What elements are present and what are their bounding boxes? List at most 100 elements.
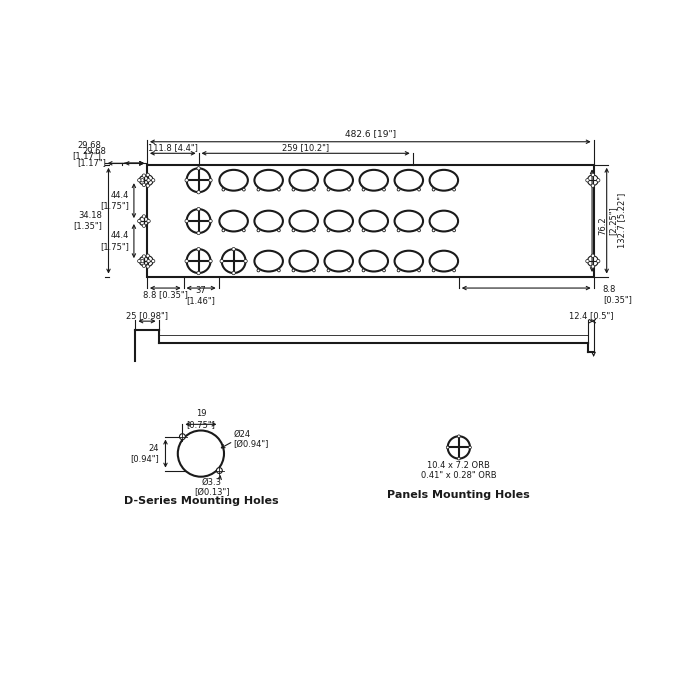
Ellipse shape <box>395 211 423 232</box>
Circle shape <box>147 260 150 262</box>
Circle shape <box>216 468 223 473</box>
Circle shape <box>151 260 155 262</box>
Circle shape <box>458 435 460 438</box>
Text: 37
[1.46"]: 37 [1.46"] <box>187 286 216 305</box>
Circle shape <box>448 436 470 459</box>
Circle shape <box>232 272 235 274</box>
Circle shape <box>277 188 280 191</box>
Circle shape <box>142 255 146 258</box>
Circle shape <box>146 173 150 176</box>
Ellipse shape <box>360 211 388 232</box>
Circle shape <box>187 209 211 233</box>
Circle shape <box>596 260 600 262</box>
Ellipse shape <box>430 211 458 232</box>
Circle shape <box>209 219 212 223</box>
Ellipse shape <box>254 251 283 272</box>
Circle shape <box>397 188 400 191</box>
Circle shape <box>397 229 400 232</box>
Circle shape <box>142 174 146 177</box>
Circle shape <box>142 175 153 186</box>
Circle shape <box>591 254 594 258</box>
Ellipse shape <box>219 211 248 232</box>
Circle shape <box>139 216 148 225</box>
Text: 25 [0.98"]: 25 [0.98"] <box>126 312 168 321</box>
Text: 259 [10.2"]: 259 [10.2"] <box>282 144 329 153</box>
Ellipse shape <box>430 251 458 272</box>
Ellipse shape <box>290 251 318 272</box>
Circle shape <box>141 260 144 262</box>
Circle shape <box>197 190 200 194</box>
Circle shape <box>220 260 223 262</box>
Text: 19
[0.75"]: 19 [0.75"] <box>186 410 216 428</box>
Circle shape <box>185 219 188 223</box>
Text: Ø24
[Ø0.94"]: Ø24 [Ø0.94"] <box>233 430 269 449</box>
Text: 10.4 x 7.2 ORB
0.41" x 0.28" ORB: 10.4 x 7.2 ORB 0.41" x 0.28" ORB <box>421 461 497 480</box>
Circle shape <box>591 173 594 176</box>
Circle shape <box>138 178 141 182</box>
Circle shape <box>222 229 225 232</box>
Circle shape <box>197 167 200 170</box>
Circle shape <box>197 272 200 274</box>
Circle shape <box>432 269 435 272</box>
Circle shape <box>591 184 594 188</box>
Circle shape <box>138 219 141 223</box>
Ellipse shape <box>290 170 318 190</box>
Circle shape <box>432 229 435 232</box>
Ellipse shape <box>219 170 248 190</box>
Circle shape <box>383 229 386 232</box>
Circle shape <box>138 260 141 262</box>
Circle shape <box>142 264 146 267</box>
Circle shape <box>362 229 365 232</box>
Circle shape <box>362 188 365 191</box>
Circle shape <box>147 178 150 182</box>
Circle shape <box>453 229 456 232</box>
Circle shape <box>586 178 589 182</box>
Circle shape <box>209 178 212 182</box>
Circle shape <box>142 224 146 228</box>
Ellipse shape <box>325 211 353 232</box>
Text: 111.8 [4.4"]: 111.8 [4.4"] <box>148 144 197 153</box>
Circle shape <box>222 188 225 191</box>
Text: D-Series Mounting Holes: D-Series Mounting Holes <box>124 496 278 506</box>
Circle shape <box>586 260 589 262</box>
Ellipse shape <box>360 251 388 272</box>
Circle shape <box>327 229 330 232</box>
Circle shape <box>142 215 146 218</box>
Circle shape <box>209 260 212 262</box>
Circle shape <box>222 249 246 273</box>
Circle shape <box>179 434 186 440</box>
Circle shape <box>197 231 200 234</box>
Circle shape <box>277 229 280 232</box>
Circle shape <box>327 188 330 191</box>
Circle shape <box>147 219 150 223</box>
Circle shape <box>418 188 421 191</box>
Circle shape <box>292 229 295 232</box>
Circle shape <box>432 188 435 191</box>
Circle shape <box>244 260 247 262</box>
Circle shape <box>187 168 211 193</box>
Circle shape <box>185 260 188 262</box>
Circle shape <box>178 430 224 477</box>
Ellipse shape <box>254 211 283 232</box>
Circle shape <box>232 248 235 251</box>
Circle shape <box>383 269 386 272</box>
Text: 12.4 [0.5"]: 12.4 [0.5"] <box>568 312 613 321</box>
Circle shape <box>257 229 260 232</box>
Text: 8.8 [0.35"]: 8.8 [0.35"] <box>143 290 188 299</box>
Text: 44.4
[1.75"]: 44.4 [1.75"] <box>100 191 130 211</box>
Circle shape <box>348 229 351 232</box>
Circle shape <box>383 188 386 191</box>
Ellipse shape <box>325 251 353 272</box>
Circle shape <box>292 188 295 191</box>
Circle shape <box>453 269 456 272</box>
Circle shape <box>139 256 148 266</box>
Text: 76.2
[2.25"]: 76.2 [2.25"] <box>598 206 617 235</box>
Circle shape <box>313 229 315 232</box>
Ellipse shape <box>254 170 283 190</box>
Circle shape <box>313 188 315 191</box>
Text: 34.18
[1.35"]: 34.18 [1.35"] <box>74 211 102 230</box>
Circle shape <box>277 269 280 272</box>
Text: Panels Mounting Holes: Panels Mounting Holes <box>388 490 530 500</box>
Text: 8.8
[0.35"]: 8.8 [0.35"] <box>603 284 631 304</box>
Circle shape <box>397 269 400 272</box>
